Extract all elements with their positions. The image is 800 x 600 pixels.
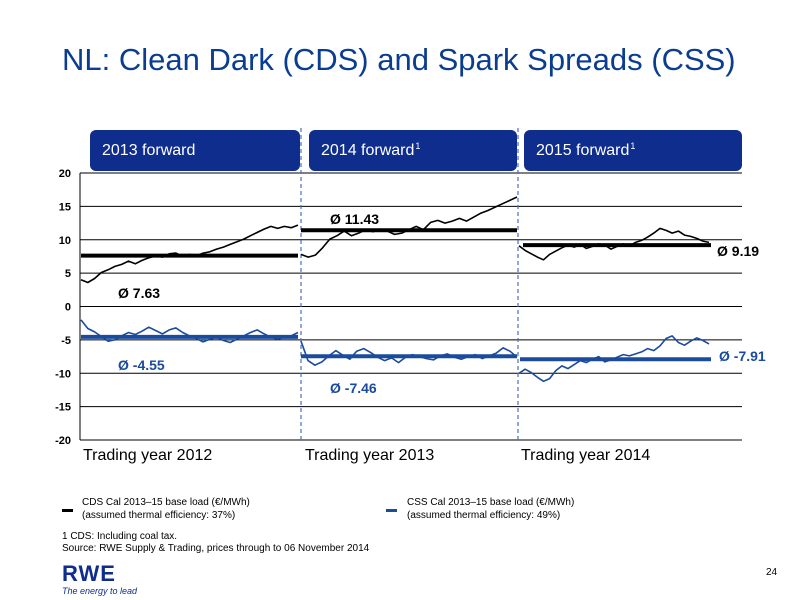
tab-label: 2013 forward [102, 142, 196, 159]
y-tick-label: -15 [55, 402, 71, 414]
y-tick-label: 5 [65, 268, 71, 280]
rwe-logo: RWE The energy to lead [62, 561, 138, 597]
cds-series-line [518, 227, 710, 261]
legend-css-line1: CSS Cal 2013–15 base load (€/MWh) [407, 497, 575, 508]
legend-css: CSS Cal 2013–15 base load (€/MWh) (assum… [407, 496, 574, 522]
average-label: Ø 9.19 [717, 243, 759, 259]
footnote-source: Source: RWE Supply & Trading, prices thr… [62, 543, 370, 554]
logo-word: RWE [62, 561, 116, 586]
legend-cds-line1: CDS Cal 2013–15 base load (€/MWh) [82, 497, 250, 508]
logo-tagline: The energy to lead [62, 586, 138, 596]
average-label: Ø 7.63 [118, 285, 160, 301]
average-label: Ø -7.91 [719, 348, 766, 364]
y-tick-label: 0 [65, 302, 71, 314]
average-label: Ø -4.55 [118, 357, 165, 373]
legend-cds-swatch [62, 509, 73, 512]
y-tick-label: 20 [59, 168, 71, 180]
y-tick-label: -5 [61, 335, 71, 347]
tab-sup: 1 [415, 141, 421, 151]
tab-2013-forward: 2013 forward [90, 130, 300, 171]
tab-2014-forward: 2014 forward1 [309, 130, 517, 171]
tab-label: 2015 forward [536, 142, 630, 159]
page-number: 24 [766, 567, 778, 578]
period-label-2013: Trading year 2013 [305, 447, 435, 464]
average-label: Ø -7.46 [330, 380, 377, 396]
legend-cds-line2: (assumed thermal efficiency: 37%) [82, 510, 236, 521]
y-tick-label: -10 [55, 368, 71, 380]
css-series-line [300, 340, 518, 367]
footnote-1: 1 CDS: Including coal tax. [62, 531, 178, 542]
legend-css-swatch [386, 509, 397, 512]
tab-sup: 1 [630, 141, 636, 151]
period-label-2014: Trading year 2014 [521, 447, 651, 464]
footnotes: 1 CDS: Including coal tax. Source: RWE S… [62, 531, 369, 555]
y-tick-label: 15 [59, 201, 71, 213]
legend-css-line2: (assumed thermal efficiency: 49%) [407, 510, 561, 521]
page-title: NL: Clean Dark (CDS) and Spark Spreads (… [62, 42, 736, 77]
tab-label: 2014 forward [321, 142, 415, 159]
average-label: Ø 11.43 [330, 211, 379, 227]
tab-2015-forward: 2015 forward1 [524, 130, 742, 171]
period-label-2012: Trading year 2012 [83, 447, 213, 464]
css-series-line [80, 319, 299, 344]
y-tick-label: 10 [59, 235, 71, 247]
y-tick-label: -20 [55, 435, 71, 447]
legend-cds: CDS Cal 2013–15 base load (€/MWh) (assum… [82, 496, 250, 522]
